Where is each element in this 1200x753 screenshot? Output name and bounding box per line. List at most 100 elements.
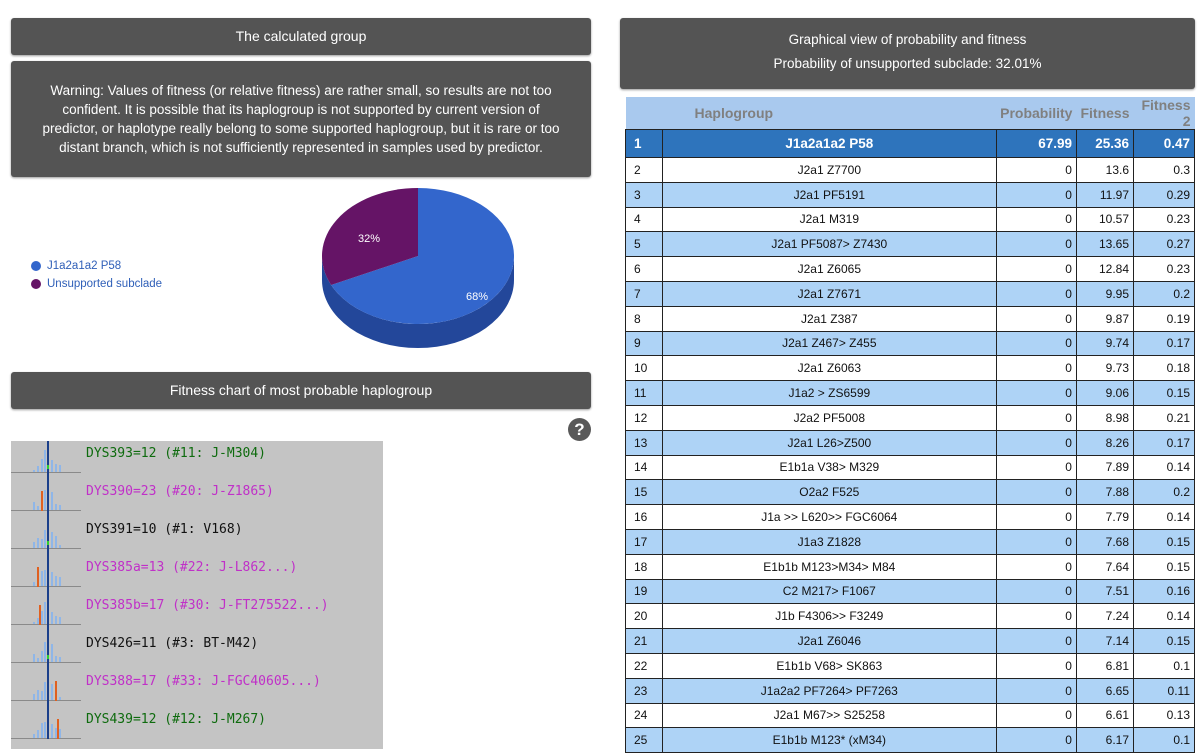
fitness-row: DYS393=12 (#11: J-M304) — [11, 441, 383, 473]
pie-slice-main[interactable] — [331, 188, 514, 324]
fitness-histogram-bar — [33, 582, 35, 586]
row-fitness2: 0.17 — [1133, 330, 1195, 357]
table-row[interactable]: 7 J2a1 Z7671 0 9.95 0.2 — [625, 280, 1195, 307]
fitness-value-line — [47, 473, 49, 511]
row-probability: 0 — [995, 628, 1077, 654]
table-row[interactable]: 22 E1b1b V68> SK863 0 6.81 0.1 — [625, 652, 1195, 679]
probability-pie-chart: 32% 68% — [322, 188, 514, 348]
row-index: 23 — [625, 677, 663, 704]
fitness-histogram-bar — [59, 617, 61, 624]
fitness-histogram-bar — [51, 492, 53, 510]
fitness-histogram-bar — [51, 684, 53, 700]
row-fitness: 7.14 — [1075, 628, 1135, 654]
table-row[interactable]: 23 J1a2a2 PF7264> PF7263 0 6.65 0.11 — [625, 677, 1195, 704]
table-row[interactable]: 9 J2a1 Z467> Z455 0 9.74 0.17 — [625, 330, 1195, 357]
table-row[interactable]: 1 J1a2a1a2 P58 67.99 25.36 0.47 — [625, 129, 1195, 158]
fitness-histogram-bar — [51, 612, 53, 624]
table-row[interactable]: 8 J2a1 Z387 0 9.87 0.19 — [625, 305, 1195, 332]
fitness-chart: DYS393=12 (#11: J-M304) DYS390=23 (#20: J… — [11, 441, 383, 749]
fitness-histogram-bar — [44, 530, 46, 548]
row-probability: 0 — [995, 652, 1077, 679]
fitness-histogram-bar — [33, 654, 35, 662]
fitness-histogram-bar — [44, 642, 46, 662]
question-circle-icon[interactable]: ? — [568, 418, 591, 441]
fitness-histogram-bar — [33, 694, 35, 700]
table-row[interactable]: 15 O2a2 F525 0 7.88 0.2 — [625, 479, 1195, 506]
table-row[interactable]: 19 C2 M217> F1067 0 7.51 0.16 — [625, 578, 1195, 605]
legend-item-main[interactable]: J1a2a1a2 P58 — [31, 260, 121, 272]
legend-item-unsupported[interactable]: Unsupported subclade — [31, 278, 162, 290]
row-haplogroup: J2a1 Z6063 — [662, 355, 997, 382]
table-row[interactable]: 10 J2a1 Z6063 0 9.73 0.18 — [625, 355, 1195, 382]
legend-label-main: J1a2a1a2 P58 — [47, 260, 122, 272]
fitness-row: DYS390=23 (#20: J-Z1865) — [11, 473, 383, 511]
table-row[interactable]: 17 J1a3 Z1828 0 7.68 0.15 — [625, 528, 1195, 555]
fitness-marker — [47, 465, 49, 469]
row-fitness: 13.6 — [1075, 157, 1135, 183]
fitness-histogram-bar — [44, 450, 46, 472]
row-probability: 0 — [995, 280, 1077, 307]
row-haplogroup: O2a2 F525 — [662, 479, 997, 506]
warning-message: Warning: Values of fitness (or relative … — [11, 61, 591, 177]
fitness-marker — [47, 541, 49, 545]
fitness-histogram-bar — [44, 682, 46, 700]
table-row[interactable]: 12 J2a2 PF5008 0 8.98 0.21 — [625, 404, 1195, 431]
table-row[interactable]: 4 J2a1 M319 0 10.57 0.23 — [625, 206, 1195, 233]
table-row[interactable]: 14 E1b1a V38> M329 0 7.89 0.14 — [625, 454, 1195, 481]
row-probability: 0 — [995, 181, 1077, 208]
fitness-histogram-bar — [51, 644, 53, 662]
row-fitness2: 0.47 — [1133, 129, 1195, 158]
row-haplogroup: J2a1 Z7671 — [662, 280, 997, 307]
row-probability: 0 — [995, 578, 1077, 605]
table-row[interactable]: 13 J2a1 L26>Z500 0 8.26 0.17 — [625, 429, 1195, 456]
fitness-histogram-bar — [41, 459, 43, 472]
table-row[interactable]: 16 J1a >> L620>> FGC6064 0 7.79 0.14 — [625, 504, 1195, 530]
row-index: 21 — [625, 628, 663, 654]
fitness-histogram-bar — [41, 611, 43, 624]
row-fitness2: 0.21 — [1133, 404, 1195, 431]
fitness-histogram-bar — [41, 651, 43, 662]
table-row[interactable]: 11 J1a2 > ZS6599 0 9.06 0.15 — [625, 380, 1195, 406]
row-fitness: 7.24 — [1075, 603, 1135, 630]
table-row[interactable]: 3 J2a1 PF5191 0 11.97 0.29 — [625, 181, 1195, 208]
col-header-fitness[interactable]: Fitness — [1076, 97, 1134, 130]
fitness-row-label: DYS385b=17 (#30: J-FT275522...) — [86, 598, 329, 613]
legend-dot-main — [31, 261, 41, 271]
fitness-histogram-bar — [37, 690, 39, 700]
haplogroup-table-container: Haplogroup Probability Fitness Fitness 2… — [625, 97, 1195, 753]
pie-depth — [322, 256, 514, 348]
table-row[interactable]: 18 E1b1b M123>M34> M84 0 7.64 0.15 — [625, 553, 1195, 580]
col-header-fitness2[interactable]: Fitness 2 — [1133, 97, 1195, 130]
fitness-histogram-bar — [37, 506, 39, 510]
row-haplogroup: J1b F4306>> F3249 — [662, 603, 997, 630]
table-row[interactable]: 21 J2a1 Z6046 0 7.14 0.15 — [625, 628, 1195, 654]
row-fitness: 7.51 — [1075, 578, 1135, 605]
row-fitness2: 0.14 — [1133, 603, 1195, 630]
row-fitness: 7.64 — [1075, 553, 1135, 580]
row-haplogroup: J1a >> L620>> FGC6064 — [662, 504, 997, 530]
fitness-histogram-bar — [33, 542, 35, 548]
table-row[interactable]: 6 J2a1 Z6065 0 12.84 0.23 — [625, 256, 1195, 282]
row-haplogroup: J2a1 M67>> S25258 — [662, 702, 997, 729]
row-probability: 0 — [995, 429, 1077, 456]
pie-slice-unsupported[interactable] — [322, 188, 418, 285]
fitness-histogram-bar — [44, 722, 46, 738]
col-header-haplogroup[interactable]: Haplogroup — [662, 97, 997, 130]
row-fitness2: 0.15 — [1133, 528, 1195, 555]
row-fitness: 6.61 — [1075, 702, 1135, 729]
table-row[interactable]: 5 J2a1 PF5087> Z7430 0 13.65 0.27 — [625, 231, 1195, 258]
fitness-histogram-bar — [41, 539, 43, 548]
row-index: 12 — [625, 404, 663, 431]
row-probability: 0 — [995, 454, 1077, 481]
table-row[interactable]: 2 J2a1 Z7700 0 13.6 0.3 — [625, 157, 1195, 183]
fitness-value-line — [47, 625, 49, 663]
col-header-index[interactable] — [625, 97, 663, 130]
table-row[interactable]: 20 J1b F4306>> F3249 0 7.24 0.14 — [625, 603, 1195, 630]
col-header-probability[interactable]: Probability — [996, 97, 1077, 130]
table-row[interactable]: 24 J2a1 M67>> S25258 0 6.61 0.13 — [625, 702, 1195, 729]
fitness-histogram-bar — [37, 658, 39, 662]
row-haplogroup: J2a2 PF5008 — [662, 404, 997, 431]
fitness-row-baseline — [11, 738, 81, 739]
row-fitness2: 0.11 — [1133, 677, 1195, 704]
row-fitness2: 0.18 — [1133, 355, 1195, 382]
